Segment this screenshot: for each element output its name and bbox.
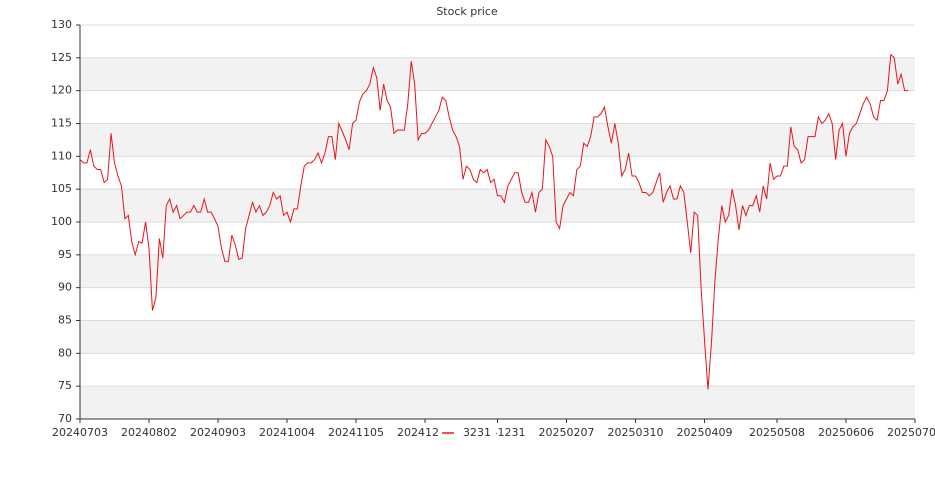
grid-band — [80, 57, 915, 91]
y-tick-label: 75 — [58, 379, 72, 392]
legend-label: 3231 — [463, 426, 491, 439]
y-tick-label: 110 — [51, 149, 72, 162]
x-tick-label: 20240703 — [52, 426, 108, 439]
legend: 3231 — [438, 425, 496, 441]
x-tick-label: 20241105 — [328, 426, 384, 439]
x-tick-label: 20250508 — [749, 426, 805, 439]
y-tick-label: 85 — [58, 314, 72, 327]
y-tick-label: 105 — [51, 182, 72, 195]
y-tick-label: 125 — [51, 51, 72, 64]
grid-band — [80, 386, 915, 419]
series-line — [79, 53, 909, 390]
x-tick-label: 20250409 — [677, 426, 733, 439]
y-tick-label: 120 — [51, 84, 72, 97]
chart-title: Stock price — [436, 5, 498, 18]
y-tick-label: 90 — [58, 281, 72, 294]
x-tick-label: 20241004 — [259, 426, 315, 439]
x-tick-label: 20240903 — [190, 426, 246, 439]
x-tick-label: 20250606 — [818, 426, 874, 439]
y-tick-label: 130 — [51, 18, 72, 31]
grid-band — [80, 320, 915, 354]
x-tick-label: 20240802 — [121, 426, 177, 439]
legend-box — [438, 425, 496, 441]
y-tick-label: 115 — [51, 117, 72, 130]
grid-band — [80, 254, 915, 288]
y-tick-label: 70 — [58, 412, 72, 425]
x-tick-label: 20250310 — [608, 426, 664, 439]
y-tick-label: 95 — [58, 248, 72, 261]
x-tick-label: 20250704 — [887, 426, 935, 439]
y-tick-label: 80 — [58, 346, 72, 359]
grid-band — [80, 123, 915, 157]
x-tick-label: 20250207 — [539, 426, 595, 439]
y-tick-label: 100 — [51, 215, 72, 228]
